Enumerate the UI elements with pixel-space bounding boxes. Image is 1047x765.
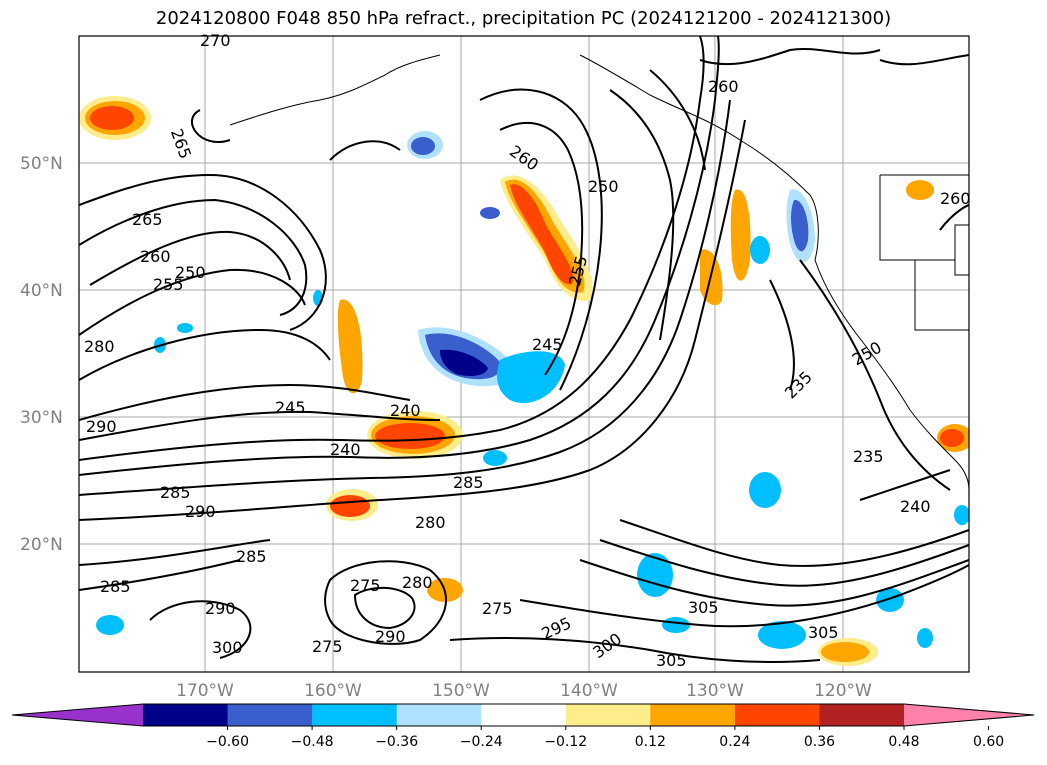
- colorbar-outline: [11, 703, 1035, 727]
- colorbar-bin: [565, 704, 651, 726]
- longitude-labels: 170°W 160°W 150°W 140°W 130°W 120°W: [176, 681, 872, 701]
- precip-shading: [79, 96, 969, 666]
- colorbar-bin: [227, 704, 313, 726]
- contour-label: 290: [86, 417, 117, 436]
- contour-label: 280: [402, 573, 433, 592]
- lat-label: 50°N: [20, 154, 63, 174]
- lon-label: 170°W: [176, 681, 234, 701]
- colorbar-bin: [312, 704, 398, 726]
- colorbar-tick-label: 0.60: [973, 734, 1004, 750]
- colorbar-tick-label: −0.12: [544, 734, 587, 750]
- contour-label: 250: [588, 177, 619, 196]
- lon-label: 120°W: [814, 681, 872, 701]
- colorbar-tick-label: 0.12: [635, 734, 666, 750]
- lon-label: 150°W: [432, 681, 490, 701]
- lon-label: 130°W: [686, 681, 744, 701]
- contour-label: 290: [375, 627, 406, 646]
- contour-label: 285: [160, 483, 191, 502]
- colorbar-tick-label: 0.36: [804, 734, 835, 750]
- lat-label: 20°N: [20, 535, 63, 555]
- map-title: 2024120800 F048 850 hPa refract., precip…: [155, 8, 892, 29]
- contour-label: 285: [453, 473, 484, 492]
- contour-label: 300: [212, 638, 243, 657]
- colorbar-extend-low: [12, 704, 143, 726]
- colorbar-bin: [734, 704, 820, 726]
- map-border: [78, 35, 970, 673]
- lon-label: 140°W: [560, 681, 618, 701]
- contour-label: 280: [84, 337, 115, 356]
- colorbar-bin: [481, 704, 567, 726]
- colorbar-tick-label: 0.48: [888, 734, 919, 750]
- colorbar-bin: [819, 704, 905, 726]
- colorbar-tick-label: −0.48: [291, 734, 334, 750]
- colorbar-tick-label: −0.24: [460, 734, 503, 750]
- colorbar-tick-label: −0.60: [206, 734, 249, 750]
- colorbar: −0.60 −0.48 −0.36 −0.24 −0.12 0.12 0.24 0.36 0.4…: [11, 703, 1035, 750]
- contour-labels: 270 265 265 260 255 250 260 250 255 245 …: [84, 31, 971, 670]
- contour-label: 270: [200, 31, 231, 50]
- contour-label: 265: [132, 210, 163, 229]
- lat-label: 40°N: [20, 281, 63, 301]
- contour-label: 290: [185, 502, 216, 521]
- contour-label: 285: [100, 577, 131, 596]
- contour-label: 275: [312, 637, 343, 656]
- colorbar-bin: [650, 704, 736, 726]
- coastlines: [229, 54, 969, 491]
- lon-label: 160°W: [304, 681, 362, 701]
- colorbar-tick-label: 0.24: [719, 734, 750, 750]
- contour-label: 235: [853, 447, 884, 466]
- contour-label: 290: [205, 599, 236, 618]
- contour-label: 240: [900, 497, 931, 516]
- contour-label: 285: [236, 547, 267, 566]
- contour-label: 275: [482, 599, 513, 618]
- contour-label: 245: [275, 398, 306, 417]
- colorbar-bin: [396, 704, 482, 726]
- contour-label: 250: [175, 263, 206, 282]
- contour-label: 275: [350, 576, 381, 595]
- contour-label: 260: [940, 189, 971, 208]
- refractivity-contours: [79, 36, 969, 663]
- latitude-labels: 50°N 40°N 30°N 20°N: [20, 154, 63, 555]
- lat-label: 30°N: [20, 408, 63, 428]
- colorbar-tick-label: −0.36: [375, 734, 418, 750]
- contour-label: 260: [140, 247, 171, 266]
- contour-label: 305: [808, 623, 839, 642]
- contour-label: 255: [153, 275, 184, 294]
- contour-label: 280: [415, 513, 446, 532]
- contour-label: 305: [656, 651, 687, 670]
- contour-label: 305: [688, 598, 719, 617]
- contour-label: 245: [532, 335, 563, 354]
- colorbar-extend-high: [904, 704, 1034, 726]
- colorbar-bin: [143, 704, 229, 726]
- contour-label: 240: [390, 401, 421, 420]
- contour-label: 260: [708, 77, 739, 96]
- contour-label: 240: [330, 440, 361, 459]
